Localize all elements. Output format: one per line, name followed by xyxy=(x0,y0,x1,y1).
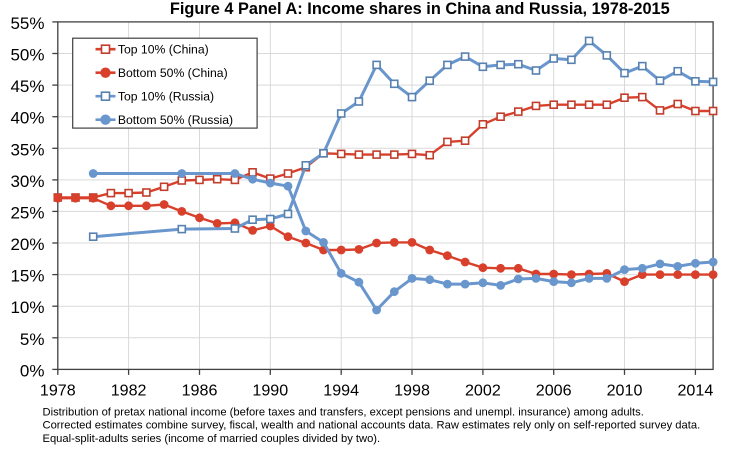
svg-text:1994: 1994 xyxy=(323,382,359,400)
svg-text:1978: 1978 xyxy=(40,382,76,400)
svg-text:1990: 1990 xyxy=(252,382,288,400)
svg-text:2002: 2002 xyxy=(465,382,501,400)
svg-text:45%: 45% xyxy=(10,77,44,96)
svg-text:1998: 1998 xyxy=(394,382,430,400)
svg-text:2014: 2014 xyxy=(677,382,713,400)
svg-text:0%: 0% xyxy=(20,361,45,380)
svg-text:Top 10% (Russia): Top 10% (Russia) xyxy=(118,90,214,104)
svg-text:40%: 40% xyxy=(10,109,44,128)
svg-text:Distribution of pretax nationa: Distribution of pretax national income (… xyxy=(43,406,644,418)
svg-text:Figure 4 Panel A: Income share: Figure 4 Panel A: Income shares in China… xyxy=(170,0,670,18)
svg-text:35%: 35% xyxy=(10,140,44,159)
svg-text:Top 10% (China): Top 10% (China) xyxy=(118,43,209,57)
svg-text:15%: 15% xyxy=(10,267,44,286)
svg-text:2006: 2006 xyxy=(536,382,572,400)
svg-text:55%: 55% xyxy=(10,14,44,33)
svg-text:25%: 25% xyxy=(10,203,44,222)
svg-text:Corrected estimates combine su: Corrected estimates combine survey, fisc… xyxy=(43,420,701,432)
svg-text:50%: 50% xyxy=(10,46,44,65)
svg-text:20%: 20% xyxy=(10,235,44,254)
svg-text:Equal-split-adults series (inc: Equal-split-adults series (income of mar… xyxy=(43,433,381,445)
svg-text:10%: 10% xyxy=(10,298,44,317)
svg-text:2010: 2010 xyxy=(607,382,643,400)
svg-text:1986: 1986 xyxy=(182,382,218,400)
svg-text:1982: 1982 xyxy=(111,382,147,400)
svg-text:30%: 30% xyxy=(10,172,44,191)
svg-text:Bottom 50% (Russia): Bottom 50% (Russia) xyxy=(118,113,233,127)
svg-text:Bottom 50% (China): Bottom 50% (China) xyxy=(118,66,228,80)
svg-text:5%: 5% xyxy=(20,330,45,349)
